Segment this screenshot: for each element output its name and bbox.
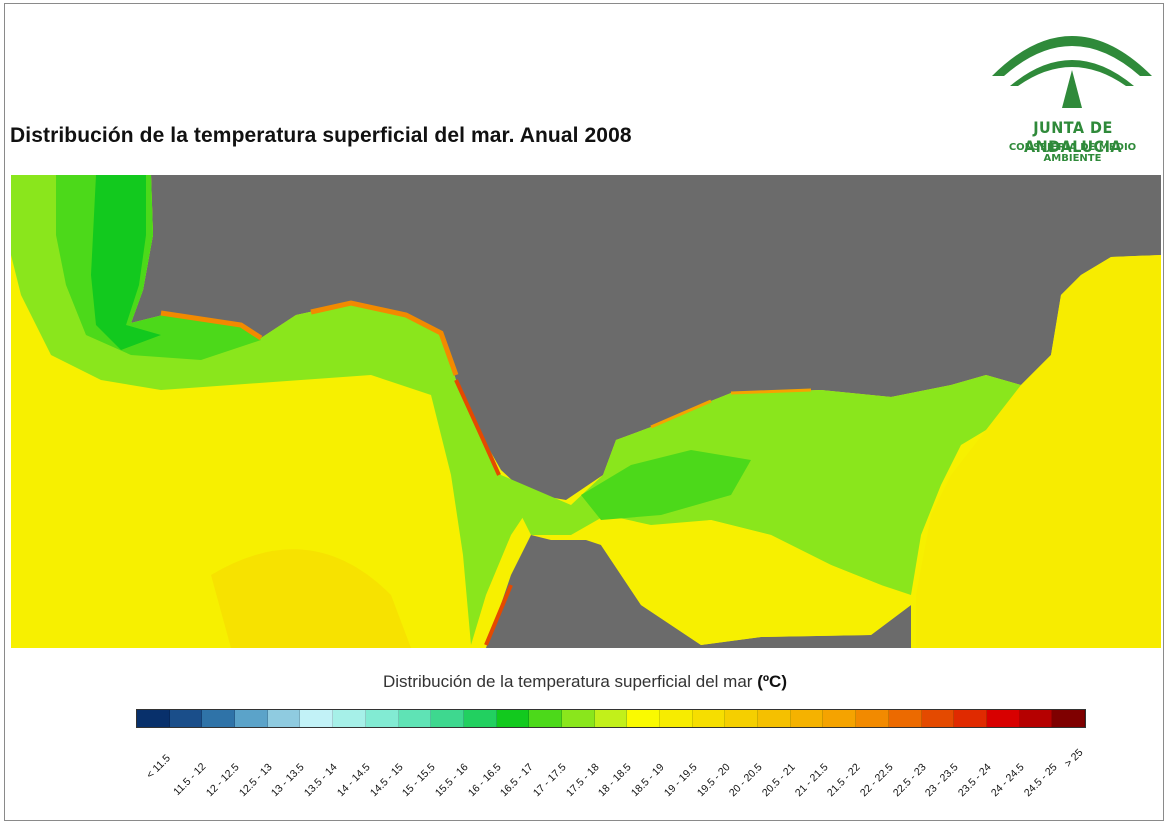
logo-arcs-icon <box>992 36 1152 108</box>
legend-class-label: 22 - 22.5 <box>857 761 896 800</box>
legend-swatch <box>137 710 170 727</box>
alboran-yellow-gyre <box>601 520 911 645</box>
warmer-south-atlantic <box>211 549 411 648</box>
legend-class-label: 16.5 - 17 <box>498 761 536 800</box>
legend-swatch <box>463 710 497 727</box>
legend-class-label: 20.5 - 21 <box>759 761 798 800</box>
legend-swatch <box>496 710 530 727</box>
map-raster <box>11 175 1161 648</box>
legend-swatch <box>333 710 366 727</box>
legend-swatch <box>725 710 759 727</box>
legend-class-label: 23 - 23.5 <box>923 761 962 800</box>
junta-de-andalucia-logo: JUNTA DE ANDALUCIA CONSEJERÍA DE MEDIO A… <box>980 14 1165 164</box>
legend-class-label: 19 - 19.5 <box>661 761 700 800</box>
legend-class-label: 15.5 - 16 <box>432 761 471 800</box>
legend-class-label: 15 - 15.5 <box>400 761 438 800</box>
legend-swatch <box>856 710 889 727</box>
legend-class-label: > 25 <box>1062 746 1086 770</box>
warm-coast-alboran <box>650 388 812 429</box>
legend-class-label: 19.5 - 20 <box>694 761 733 800</box>
legend-class-label: 23.5 - 24 <box>955 761 994 800</box>
legend-swatch <box>921 710 955 727</box>
logo-department: CONSEJERÍA DE MEDIO AMBIENTE <box>1008 142 1137 164</box>
legend-title: Distribución de la temperatura superfici… <box>0 672 1170 692</box>
page-title: Distribución de la temperatura superfici… <box>10 124 632 147</box>
legend-class-label: 20 - 20.5 <box>727 761 765 800</box>
legend-swatch <box>300 710 334 727</box>
legend-unit: (ºC) <box>757 672 787 691</box>
legend-swatch <box>594 710 628 727</box>
legend-swatch <box>627 710 660 727</box>
legend-class-label: 17.5 - 18 <box>563 761 602 800</box>
legend-class-label: 17 - 17.5 <box>530 761 569 800</box>
legend-swatch <box>660 710 693 727</box>
logo-name: JUNTA DE ANDALUCIA <box>1023 118 1123 156</box>
legend-swatch <box>954 710 987 727</box>
legend-swatch <box>888 710 922 727</box>
legend-class-label: 13.5 - 14 <box>301 761 340 800</box>
legend-class-label: 12 - 12.5 <box>203 761 242 800</box>
legend-class-label: 14.5 - 15 <box>367 761 406 800</box>
legend-class-label: 21.5 - 22 <box>825 761 863 800</box>
warm-coast-strait <box>454 379 513 646</box>
legend-swatch <box>202 710 236 727</box>
legend-title-text: Distribución de la temperatura superfici… <box>383 672 753 691</box>
cadiz-core <box>91 175 161 350</box>
sea-temperature-map <box>11 175 1161 648</box>
legend-class-label: 22.5 - 23 <box>890 761 929 800</box>
legend-swatch <box>561 710 595 727</box>
alboran-core <box>581 450 751 520</box>
legend-swatch <box>823 710 857 727</box>
legend-class-label: 12.5 - 13 <box>236 761 275 800</box>
legend-swatch <box>529 710 562 727</box>
color-scale-labels: < 11.5 11.5 - 12 12 - 12.5 12.5 - 13 13 - 13… <box>136 732 1086 812</box>
warm-coast-north <box>160 300 459 376</box>
legend-swatch <box>1052 710 1085 727</box>
legend-class-label: < 11.5 <box>143 752 173 782</box>
legend-class-label: 24.5 - 25 <box>1021 761 1060 800</box>
legend-swatch <box>758 710 791 727</box>
legend-swatch <box>986 710 1020 727</box>
legend-swatch <box>398 710 432 727</box>
legend-class-label: 16 - 16.5 <box>465 761 504 800</box>
legend-class-label: 14 - 14.5 <box>334 761 373 800</box>
legend-class-label: 11.5 - 12 <box>171 760 209 799</box>
east-yellow <box>916 255 1161 648</box>
color-scale-bar <box>136 709 1086 728</box>
legend-class-label: 18 - 18.5 <box>596 761 635 800</box>
legend-class-label: 13 - 13.5 <box>269 761 308 800</box>
legend-swatch <box>235 710 268 727</box>
legend-swatch <box>365 710 399 727</box>
legend-swatch <box>431 710 464 727</box>
legend-swatch <box>692 710 726 727</box>
legend-class-label: 24 - 24.5 <box>988 761 1027 800</box>
legend-swatch <box>169 710 203 727</box>
legend-swatch <box>267 710 301 727</box>
legend-class-label: 21 - 21.5 <box>792 761 831 800</box>
legend-swatch <box>1019 710 1053 727</box>
alboran-green <box>501 375 1021 595</box>
legend-swatch <box>790 710 824 727</box>
legend-class-label: 18.5 - 19 <box>628 761 667 800</box>
